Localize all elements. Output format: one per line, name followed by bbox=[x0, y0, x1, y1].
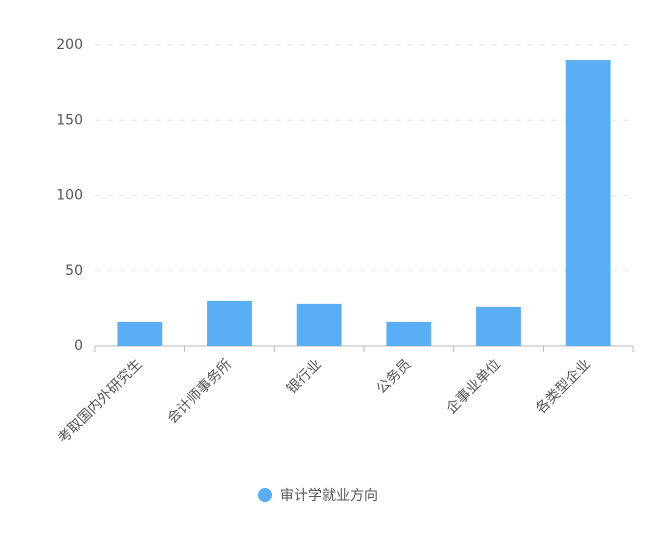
bar bbox=[207, 300, 252, 346]
x-tick-label: 公务员 bbox=[373, 356, 414, 397]
x-tick-label: 考取国内外研究生 bbox=[55, 356, 146, 447]
bar bbox=[565, 60, 611, 347]
y-tick-label: 100 bbox=[56, 188, 83, 204]
y-tick-label: 150 bbox=[56, 112, 83, 128]
bar bbox=[117, 321, 163, 346]
y-tick-label: 0 bbox=[74, 338, 83, 354]
x-tick-label: 各类型企业 bbox=[532, 356, 594, 418]
bar bbox=[386, 321, 432, 346]
x-tick-label: 银行业 bbox=[284, 356, 325, 397]
x-tick-label: 会计师事务所 bbox=[164, 356, 235, 427]
bar bbox=[476, 306, 521, 346]
bar bbox=[296, 303, 342, 346]
y-tick-label: 50 bbox=[65, 263, 83, 279]
x-tick-label: 企事业单位 bbox=[443, 356, 505, 418]
legend-label: 审计学就业方向 bbox=[280, 488, 378, 504]
y-tick-label: 200 bbox=[56, 37, 83, 53]
legend-marker bbox=[258, 488, 272, 502]
